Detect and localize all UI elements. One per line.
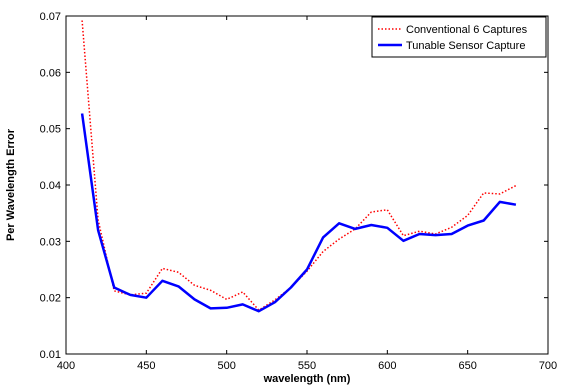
- plot-frame: [65, 15, 549, 355]
- x-tick-label: 600: [378, 360, 396, 372]
- y-tick-label: 0.06: [40, 67, 61, 79]
- axis-ticks: 400 450 500 550 600 650 700 0.01 0.02 0.03 0.04 0.0…: [40, 11, 558, 372]
- y-tick-label: 0.02: [40, 293, 61, 305]
- x-tick-label: 400: [57, 360, 75, 372]
- legend: Conventional 6 Captures Tunable Sensor Ca…: [371, 16, 547, 58]
- series-layer: [80, 20, 517, 313]
- y-tick-label: 0.07: [40, 11, 61, 23]
- y-tick-label: 0.05: [40, 124, 61, 136]
- x-tick-label: 550: [298, 360, 316, 372]
- x-tick-label: 700: [539, 360, 557, 372]
- x-tick-label: 450: [137, 360, 155, 372]
- legend-entry-label: Tunable Sensor Capture: [406, 40, 525, 52]
- y-tick-label: 0.04: [40, 180, 61, 192]
- x-axis-label: wavelength (nm): [263, 373, 351, 385]
- y-axis-label: Per Wavelength Error: [5, 128, 17, 241]
- y-tick-label: 0.01: [40, 349, 61, 361]
- plot-area: [65, 15, 549, 355]
- series-line-2: [80, 113, 517, 313]
- x-tick-label: 500: [217, 360, 235, 372]
- y-tick-label: 0.03: [40, 236, 61, 248]
- x-tick-label: 650: [458, 360, 476, 372]
- legend-entry-label: Conventional 6 Captures: [406, 24, 528, 36]
- legend-box: [371, 16, 547, 58]
